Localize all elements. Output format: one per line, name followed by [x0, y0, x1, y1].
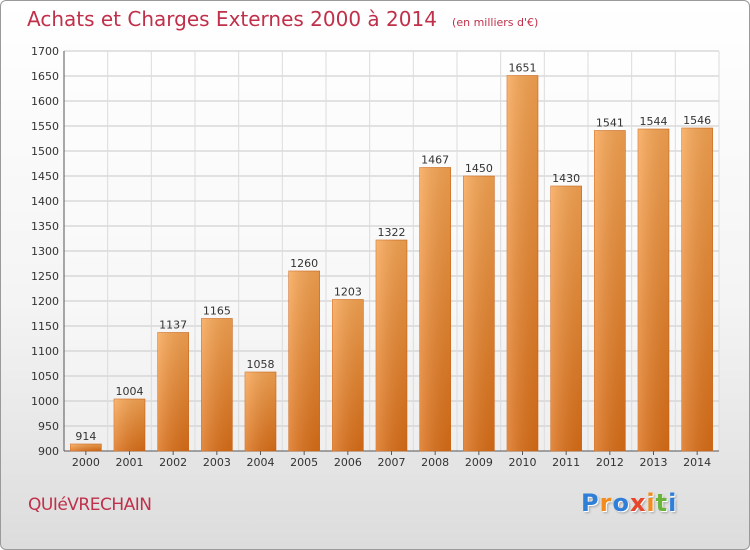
- bar-value-label: 1467: [421, 154, 449, 167]
- y-tick-label: 950: [38, 420, 59, 433]
- bar-value-label: 1260: [290, 257, 318, 270]
- bar-value-label: 1058: [247, 358, 275, 371]
- bar-value-label: 1651: [509, 62, 537, 75]
- bar-shade: [419, 167, 451, 451]
- bar-value-label: 1004: [116, 385, 144, 398]
- y-tick-label: 1500: [31, 145, 59, 158]
- bar-shade: [463, 176, 495, 451]
- x-tick-label: 2013: [640, 456, 668, 469]
- x-tick-label: 2011: [552, 456, 580, 469]
- bar-shade: [114, 399, 145, 451]
- bar-value-label: 1322: [378, 226, 406, 239]
- bar-value-label: 1165: [203, 305, 231, 318]
- x-tick-label: 2010: [509, 456, 537, 469]
- bar-shade: [245, 372, 276, 451]
- bar-shade: [550, 186, 582, 451]
- x-tick-label: 2012: [596, 456, 624, 469]
- bar-shade: [507, 75, 538, 451]
- bar-value-label: 1544: [640, 115, 668, 128]
- y-tick-label: 1250: [31, 270, 59, 283]
- chart-title: Achats et Charges Externes 2000 à 2014: [27, 7, 437, 31]
- y-tick-label: 1650: [31, 70, 59, 83]
- y-tick-label: 1550: [31, 120, 59, 133]
- logo-letter: i: [668, 489, 678, 517]
- chart-subtitle: (en milliers d'€): [452, 16, 539, 29]
- y-tick-label: 1350: [31, 220, 59, 233]
- y-tick-label: 1400: [31, 195, 59, 208]
- bar-value-label: 1541: [596, 117, 624, 130]
- y-tick-label: 1700: [31, 45, 59, 58]
- logo-letter: t: [655, 489, 669, 517]
- y-tick-label: 1100: [31, 345, 59, 358]
- bar-value-label: 1546: [683, 114, 711, 127]
- bar-shade: [157, 332, 189, 451]
- x-tick-label: 2014: [683, 456, 711, 469]
- logo-letter: o: [612, 489, 630, 517]
- x-tick-label: 2006: [334, 456, 362, 469]
- x-tick-label: 2002: [159, 456, 187, 469]
- x-tick-label: 2005: [290, 456, 318, 469]
- x-tick-label: 2009: [465, 456, 493, 469]
- bar-shade: [376, 240, 407, 451]
- bar-shade: [681, 128, 713, 451]
- y-tick-label: 1450: [31, 170, 59, 183]
- x-tick-label: 2000: [72, 456, 100, 469]
- proxiti-logo: Proxiti: [581, 489, 677, 517]
- y-tick-label: 1300: [31, 245, 59, 258]
- bar-value-label: 1137: [159, 319, 187, 332]
- bar-value-label: 1203: [334, 286, 362, 299]
- logo-letter: x: [629, 489, 647, 517]
- bar-shade: [288, 271, 320, 451]
- y-tick-label: 1050: [31, 370, 59, 383]
- bar-shade: [638, 129, 669, 451]
- bar-shade: [201, 318, 233, 451]
- bar-shade: [594, 130, 626, 451]
- bar-shade: [332, 299, 364, 451]
- bar-shade: [70, 444, 102, 451]
- commune-name: QUIéVRECHAIN: [28, 495, 152, 515]
- x-tick-label: 2007: [378, 456, 406, 469]
- bar-value-label: 914: [75, 430, 96, 443]
- y-tick-label: 1000: [31, 395, 59, 408]
- y-tick-label: 1600: [31, 95, 59, 108]
- x-tick-label: 2004: [247, 456, 275, 469]
- logo-letter: i: [646, 489, 656, 517]
- logo-letter: P: [581, 489, 600, 517]
- bar-value-label: 1450: [465, 162, 493, 175]
- y-tick-label: 900: [38, 445, 59, 458]
- bar-value-label: 1430: [552, 172, 580, 185]
- title-row: Achats et Charges Externes 2000 à 2014 (…: [27, 7, 538, 31]
- x-tick-label: 2008: [421, 456, 449, 469]
- logo-letter: r: [599, 489, 613, 517]
- y-tick-label: 1150: [31, 320, 59, 333]
- x-tick-label: 2003: [203, 456, 231, 469]
- y-tick-label: 1200: [31, 295, 59, 308]
- x-tick-label: 2001: [116, 456, 144, 469]
